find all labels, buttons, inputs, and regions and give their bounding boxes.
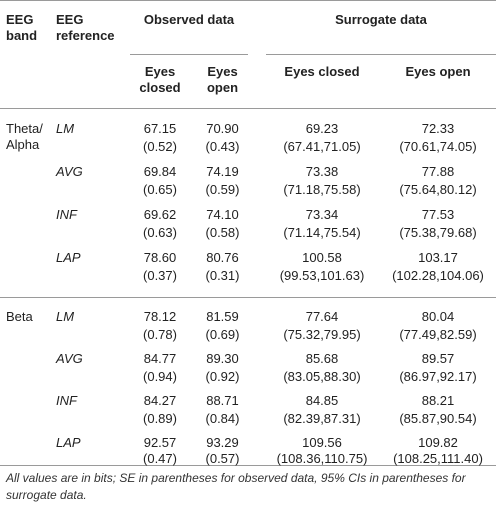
bottom-rule <box>0 465 496 466</box>
obs-open-value: 70.90 <box>206 121 239 136</box>
ref-label: AVG <box>56 351 83 366</box>
sur-closed-ci: (71.18,75.58) <box>283 182 361 197</box>
obs-open-value: 74.19 <box>206 164 239 179</box>
obs-closed-se: (0.65) <box>143 182 177 197</box>
obs-closed-se: (0.47) <box>143 451 177 466</box>
ref-label: LAP <box>56 435 81 450</box>
top-rule <box>0 0 496 1</box>
sur-closed-value: 77.64 <box>305 309 339 324</box>
sur-open-value: 103.17 <box>418 250 458 265</box>
observed-underline <box>130 54 248 55</box>
sur-open-value: 88.21 <box>421 393 455 408</box>
header-obs-eyes-closed: Eyes closed <box>139 64 181 95</box>
group-divider <box>0 297 496 298</box>
surrogate-underline <box>266 54 496 55</box>
obs-open-value: 93.29 <box>206 435 239 450</box>
header-sur-eyes-closed: Eyes closed <box>284 64 360 79</box>
ref-label: INF <box>56 207 77 222</box>
obs-open-se: (0.57) <box>205 451 240 466</box>
sur-open-value: 77.53 <box>421 207 455 222</box>
sur-closed-ci: (83.05,88.30) <box>283 369 361 384</box>
sur-open-value: 109.82 <box>418 435 458 450</box>
header-obs-eyes-open: Eyes open <box>206 64 239 95</box>
sur-closed-value: 69.23 <box>305 121 339 136</box>
sur-open-ci: (108.25,111.40) <box>393 451 483 466</box>
obs-open-se: (0.84) <box>205 411 240 426</box>
sur-open-ci: (86.97,92.17) <box>399 369 477 384</box>
obs-open-value: 89.30 <box>206 351 239 366</box>
sur-open-value: 77.88 <box>421 164 455 179</box>
obs-closed-se: (0.89) <box>143 411 177 426</box>
obs-open-se: (0.31) <box>205 268 240 283</box>
sur-closed-ci: (99.53,101.63) <box>279 268 365 283</box>
sur-open-ci: (75.64,80.12) <box>399 182 477 197</box>
obs-closed-se: (0.94) <box>143 369 177 384</box>
header-sur-eyes-open: Eyes open <box>405 64 471 79</box>
obs-closed-value: 84.77 <box>143 351 177 366</box>
obs-open-se: (0.58) <box>205 225 240 240</box>
obs-closed-se: (0.37) <box>143 268 177 283</box>
table-footnote: All values are in bits; SE in parenthese… <box>6 471 466 502</box>
ref-label: INF <box>56 393 77 408</box>
sur-closed-value: 84.85 <box>305 393 339 408</box>
ref-label: AVG <box>56 164 83 179</box>
sur-closed-value: 85.68 <box>305 351 339 366</box>
sur-closed-value: 100.58 <box>302 250 342 265</box>
sur-open-value: 72.33 <box>421 121 455 136</box>
obs-closed-value: 92.57 <box>143 435 177 450</box>
obs-closed-value: 78.60 <box>143 250 177 265</box>
sur-closed-ci: (71.14,75.54) <box>283 225 361 240</box>
sur-closed-ci: (108.36,110.75) <box>276 451 368 466</box>
obs-open-value: 88.71 <box>206 393 239 408</box>
sur-open-ci: (77.49,82.59) <box>399 327 477 342</box>
obs-open-value: 81.59 <box>206 309 239 324</box>
ref-label: LM <box>56 121 75 136</box>
sur-closed-ci: (67.41,71.05) <box>283 139 361 154</box>
header-eeg-band: EEG band <box>6 12 38 43</box>
sur-open-value: 80.04 <box>421 309 455 324</box>
obs-closed-value: 78.12 <box>143 309 177 324</box>
obs-closed-value: 69.62 <box>143 207 177 222</box>
obs-open-se: (0.59) <box>205 182 240 197</box>
sur-closed-ci: (82.39,87.31) <box>283 411 361 426</box>
header-surrogate-data: Surrogate data <box>335 12 427 27</box>
sur-closed-value: 109.56 <box>302 435 342 450</box>
sur-open-value: 89.57 <box>421 351 455 366</box>
obs-open-se: (0.69) <box>205 327 240 342</box>
sur-closed-value: 73.34 <box>305 207 339 222</box>
obs-closed-value: 84.27 <box>143 393 177 408</box>
obs-open-value: 80.76 <box>206 250 239 265</box>
sur-open-ci: (75.38,79.68) <box>399 225 477 240</box>
obs-closed-se: (0.52) <box>143 139 177 154</box>
header-eeg-reference: EEG reference <box>56 12 115 43</box>
obs-closed-value: 69.84 <box>143 164 177 179</box>
ref-label: LM <box>56 309 75 324</box>
band-label-theta-alpha: Theta/ Alpha <box>6 121 43 152</box>
sur-closed-value: 73.38 <box>305 164 339 179</box>
obs-open-se: (0.92) <box>205 369 240 384</box>
sur-open-ci: (85.87,90.54) <box>399 411 477 426</box>
header-observed-data: Observed data <box>143 12 235 27</box>
obs-closed-se: (0.63) <box>143 225 177 240</box>
obs-closed-se: (0.78) <box>143 327 177 342</box>
sur-open-ci: (102.28,104.06) <box>392 268 484 283</box>
obs-closed-value: 67.15 <box>143 121 177 136</box>
obs-open-se: (0.43) <box>205 139 240 154</box>
band-label-beta: Beta <box>6 309 33 324</box>
ref-label: LAP <box>56 250 81 265</box>
obs-open-value: 74.10 <box>206 207 239 222</box>
sur-open-ci: (70.61,74.05) <box>399 139 477 154</box>
sur-closed-ci: (75.32,79.95) <box>283 327 361 342</box>
header-rule <box>0 108 496 109</box>
